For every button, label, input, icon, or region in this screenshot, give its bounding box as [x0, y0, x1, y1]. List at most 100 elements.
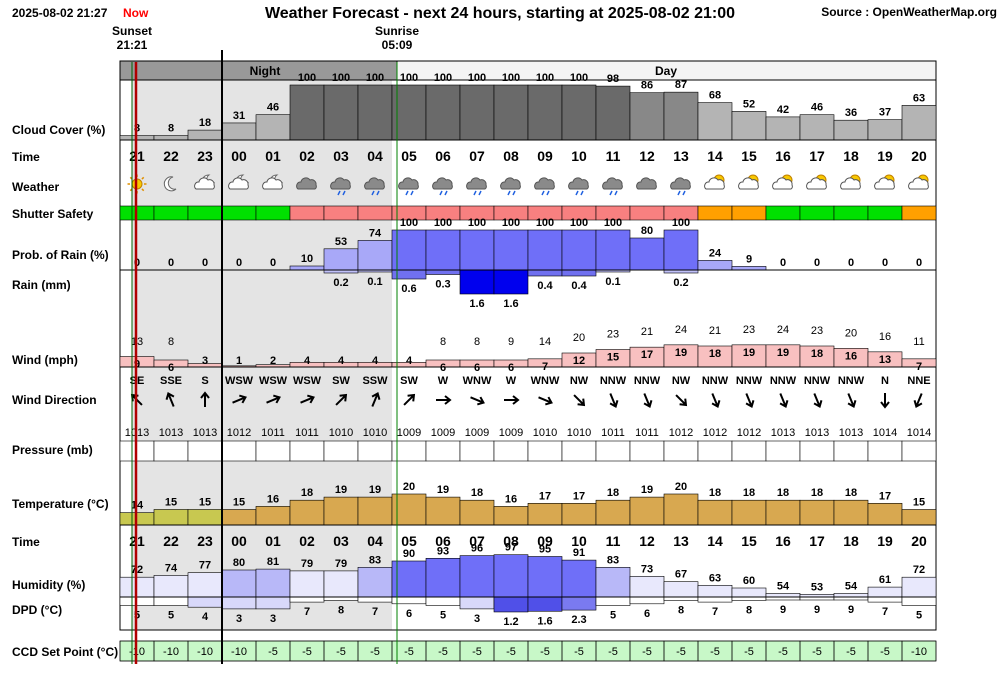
- wind-dir-label: WNW: [531, 375, 560, 387]
- rain-prob-bar: [527, 229, 563, 271]
- cloud-rain-icon: [432, 177, 453, 196]
- rain-prob-bar: [595, 229, 631, 271]
- cloud-shape: [772, 177, 793, 190]
- wind-speed-value: 1: [236, 355, 242, 367]
- rain-drop: [546, 190, 550, 196]
- temperature-bar: [527, 502, 563, 526]
- dpd-bar: [527, 596, 563, 612]
- time-label-2: 20: [911, 533, 927, 549]
- pressure-cell: [187, 440, 223, 462]
- cloud-shape: [874, 177, 895, 190]
- ccd-value: -10: [197, 646, 213, 658]
- rain-drop: [507, 190, 511, 196]
- dpd-value: 5: [440, 610, 446, 622]
- wind-arrow-icon: [335, 393, 348, 406]
- cloud-bar: [391, 84, 427, 141]
- time-label-2: 16: [775, 533, 791, 549]
- humidity-bar: [187, 572, 223, 598]
- temperature-value: 17: [539, 490, 551, 502]
- row-label-time: Time: [12, 150, 40, 164]
- temperature-value: 18: [607, 487, 619, 499]
- cloud-rain-icon: [398, 177, 419, 196]
- wind-dir-label: SSE: [160, 375, 182, 387]
- wind-arrow-shape: [573, 394, 586, 407]
- time-label: 14: [707, 148, 723, 164]
- pressure-value: 1009: [431, 427, 455, 439]
- cloud-shape: [806, 177, 827, 190]
- pressure-cell: [255, 440, 291, 462]
- temperature-bar: [731, 499, 767, 526]
- pressure-value: 1012: [669, 427, 693, 439]
- dpd-value: 7: [372, 606, 378, 618]
- wind-arrow-icon: [573, 394, 586, 407]
- wind-gust-value: 24: [675, 324, 687, 336]
- wind-arrow-shape: [880, 393, 890, 409]
- wind-speed-value: 19: [675, 347, 687, 359]
- sunrise-time: 05:09: [382, 38, 413, 52]
- rain-drop: [677, 190, 681, 196]
- temperature-bar: [323, 496, 359, 526]
- time-label: 04: [367, 148, 383, 164]
- rain-prob-value: 10: [301, 253, 313, 265]
- shutter-cell: [187, 205, 223, 221]
- temperature-bar: [663, 493, 699, 526]
- wind-arrow-shape: [711, 393, 721, 408]
- dpd-value: 9: [848, 604, 854, 616]
- pressure-cell: [833, 440, 869, 462]
- cloud-bar: [867, 119, 903, 141]
- wind-gust-value: 14: [539, 336, 551, 348]
- wind-dir-label: WSW: [259, 375, 288, 387]
- rain-amount-bar: [561, 269, 597, 277]
- dpd-value: 5: [168, 610, 174, 622]
- humidity-bar: [663, 581, 699, 598]
- dpd-value: 4: [202, 611, 209, 623]
- moon-cloud-icon: [194, 174, 215, 190]
- pressure-value: 1013: [771, 427, 795, 439]
- rain-prob-value: 9: [746, 253, 752, 265]
- rain-amount-bar: [527, 269, 563, 277]
- shutter-cell: [221, 205, 257, 221]
- wind-gust-value: 9: [508, 336, 514, 348]
- cloud-bar: [561, 84, 597, 141]
- pressure-value: 1010: [567, 427, 591, 439]
- cloud-bar: [425, 84, 461, 141]
- ccd-value: -5: [540, 646, 550, 658]
- temperature-bar: [595, 499, 631, 526]
- wind-arrow-shape: [371, 392, 381, 407]
- wind-arrow-icon: [300, 394, 315, 404]
- dpd-value: 2.3: [571, 614, 586, 626]
- time-label-2: 15: [741, 533, 757, 549]
- rain-drop: [682, 190, 686, 196]
- rain-drop: [614, 190, 618, 196]
- cloud-rain-icon: [602, 177, 623, 196]
- wind-dir-label: N: [881, 375, 889, 387]
- wind-speed-value: 16: [845, 350, 857, 362]
- cloud-value: 100: [502, 72, 520, 84]
- pressure-value: 1013: [805, 427, 829, 439]
- dpd-value: 7: [304, 606, 310, 618]
- temperature-bar: [187, 509, 223, 526]
- sun-ray: [141, 176, 145, 180]
- wind-gust-value: 21: [709, 325, 721, 337]
- humidity-value: 97: [505, 542, 517, 554]
- sunset-time: 21:21: [117, 38, 148, 52]
- cloud-shape: [228, 177, 249, 190]
- rain-prob-bar: [323, 248, 359, 271]
- dpd-value: 6: [644, 608, 650, 620]
- humidity-value: 73: [641, 563, 653, 575]
- source-label: Source : OpenWeatherMap.org: [821, 5, 997, 19]
- rain-drop: [376, 190, 380, 196]
- chart-title: Weather Forecast - next 24 hours, starti…: [265, 5, 735, 22]
- cloud-shape: [500, 177, 521, 190]
- cloud-bar: [459, 84, 495, 141]
- sun-cloud-icon: [806, 174, 827, 190]
- temperature-bar: [391, 493, 427, 526]
- ccd-value: -5: [880, 646, 890, 658]
- humidity-bar: [527, 556, 563, 598]
- wind-speed-value: 4: [304, 355, 311, 367]
- wind-arrow-icon: [675, 394, 688, 407]
- humidity-bar: [221, 569, 257, 598]
- cloud-shape: [602, 177, 623, 190]
- cloud-bar: [289, 84, 325, 141]
- rain-drop: [371, 190, 375, 196]
